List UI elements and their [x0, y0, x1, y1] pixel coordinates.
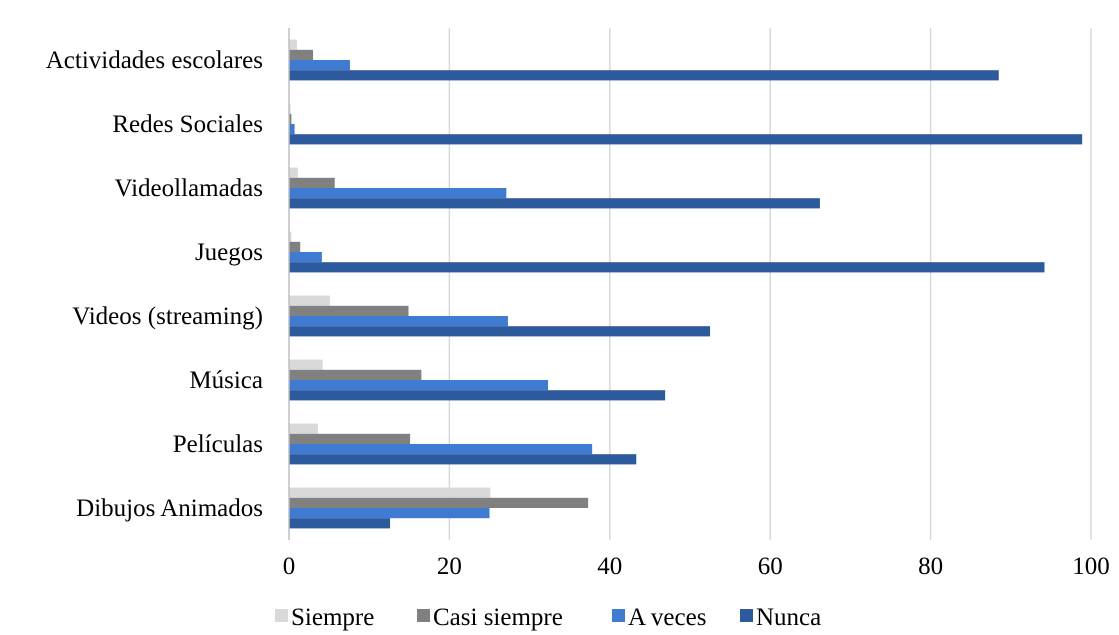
- bar-nunca-juegos: [289, 262, 1045, 273]
- bar-a-veces-peliculas: [289, 444, 593, 455]
- legend-swatch-siempre: [275, 609, 288, 622]
- bar-siempre-musica: [289, 359, 323, 370]
- legend-item-a-veces: A veces: [612, 604, 706, 631]
- bar-a-veces-juegos: [289, 252, 322, 263]
- tick-labels: 0 20 40 60 80 100: [283, 553, 1110, 580]
- x-tick-label: 100: [1072, 553, 1110, 580]
- legend-item-siempre: Siempre: [275, 604, 374, 631]
- category-label-juegos: Juegos: [195, 239, 263, 266]
- category-label-videos-streaming: Videos (streaming): [72, 303, 263, 330]
- bar-nunca-actividades-escolares: [289, 70, 999, 81]
- x-tick-label: 60: [758, 553, 783, 580]
- category-label-peliculas: Películas: [173, 431, 263, 458]
- legend-swatch-a-veces: [612, 609, 625, 622]
- bar-siempre-peliculas: [289, 423, 318, 434]
- bar-casi-siempre-redes-sociales: [289, 113, 292, 124]
- bar-casi-siempre-dibujos-animados: [289, 497, 589, 508]
- bar-casi-siempre-videos-streaming: [289, 305, 409, 316]
- bar-siempre-juegos: [289, 231, 292, 242]
- bar-casi-siempre-juegos: [289, 241, 301, 252]
- bar-a-veces-videos-streaming: [289, 316, 508, 327]
- legend: Siempre Casi siempre A veces Nunca: [275, 604, 821, 631]
- category-labels: Actividades escolares Redes Sociales Video…: [46, 47, 263, 522]
- legend-label-nunca: Nunca: [756, 604, 821, 631]
- category-label-videollamadas: Videollamadas: [115, 175, 263, 202]
- bar-nunca-peliculas: [289, 454, 637, 465]
- legend-item-casi-siempre: Casi siempre: [417, 604, 563, 631]
- bar-siempre-videollamadas: [289, 167, 298, 178]
- bar-a-veces-dibujos-animados: [289, 508, 490, 519]
- bar-casi-siempre-videollamadas: [289, 177, 335, 188]
- bar-siempre-videos-streaming: [289, 295, 330, 306]
- bar-nunca-musica: [289, 390, 666, 401]
- legend-label-siempre: Siempre: [291, 604, 374, 631]
- bar-a-veces-musica: [289, 380, 549, 391]
- x-tick-label: 80: [918, 553, 943, 580]
- bar-nunca-dibujos-animados: [289, 518, 391, 529]
- x-tick-label: 20: [437, 553, 462, 580]
- x-tick-label: 40: [597, 553, 622, 580]
- bar-nunca-redes-sociales: [289, 134, 1083, 145]
- category-label-redes-sociales: Redes Sociales: [112, 111, 263, 138]
- legend-label-a-veces: A veces: [628, 604, 706, 631]
- x-tick-label: 0: [283, 553, 296, 580]
- bar-casi-siempre-musica: [289, 369, 422, 380]
- category-label-musica: Música: [189, 367, 263, 394]
- bar-siempre-dibujos-animados: [289, 487, 491, 498]
- bar-a-veces-redes-sociales: [289, 124, 295, 135]
- legend-swatch-casi-siempre: [417, 609, 430, 622]
- category-label-actividades-escolares: Actividades escolares: [46, 47, 263, 74]
- legend-item-nunca: Nunca: [740, 604, 821, 631]
- bar-a-veces-videollamadas: [289, 188, 507, 199]
- bar-siempre-actividades-escolares: [289, 39, 298, 50]
- category-label-dibujos-animados: Dibujos Animados: [76, 495, 263, 522]
- bar-layer: [289, 39, 1083, 529]
- legend-swatch-nunca: [740, 609, 753, 622]
- bar-siempre-redes-sociales: [289, 103, 291, 114]
- bar-nunca-videos-streaming: [289, 326, 711, 337]
- bar-casi-siempre-peliculas: [289, 433, 411, 444]
- bar-nunca-videollamadas: [289, 198, 820, 209]
- bar-a-veces-actividades-escolares: [289, 60, 350, 71]
- bar-casi-siempre-actividades-escolares: [289, 49, 314, 60]
- legend-label-casi-siempre: Casi siempre: [433, 604, 563, 631]
